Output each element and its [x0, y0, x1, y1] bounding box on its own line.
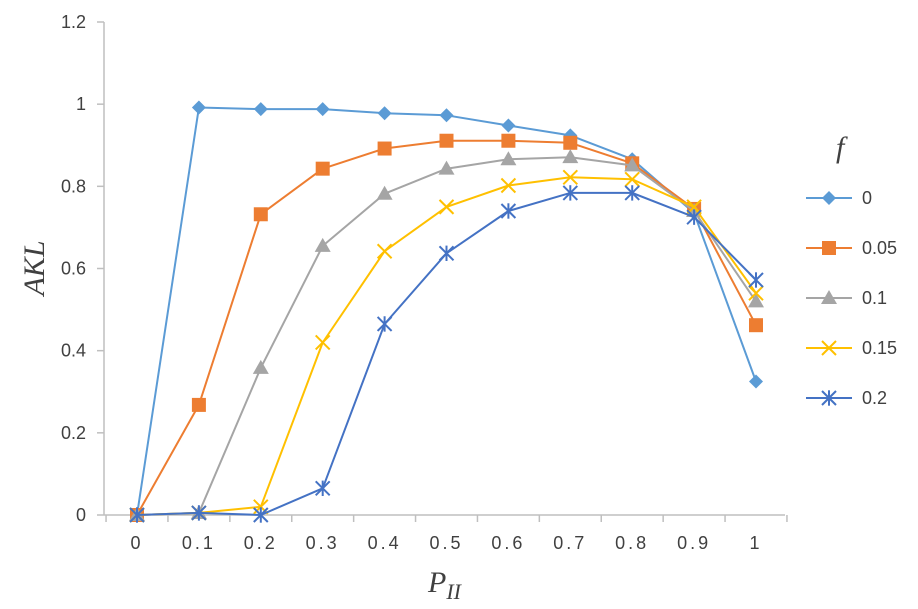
- data-point: [253, 102, 268, 117]
- data-point: [563, 135, 578, 150]
- series-line: [136, 191, 757, 516]
- data-point: [314, 480, 331, 497]
- y-tick-label: 0.2: [61, 423, 86, 443]
- x-tick-label: 0.7: [553, 533, 587, 553]
- data-point: [191, 397, 206, 412]
- data-point: [624, 171, 640, 188]
- legend-marker: [822, 241, 836, 255]
- data-point: [749, 374, 763, 389]
- data-point: [500, 151, 517, 166]
- data-point: [191, 505, 207, 521]
- x-tick-label: 1: [749, 533, 762, 553]
- data-point: [439, 108, 454, 123]
- y-axis-ticks: 0 0.2 0.4 0.6 0.8 1 1.2: [61, 12, 104, 525]
- data-point: [438, 199, 455, 215]
- data-point: [377, 141, 392, 156]
- legend-marker: [822, 191, 836, 205]
- data-point: [749, 318, 763, 333]
- x-axis-title-main: P: [427, 566, 446, 599]
- x-tick-label: 0.8: [615, 533, 649, 553]
- series-0.1: [129, 149, 764, 521]
- data-point: [500, 203, 517, 219]
- data-point: [438, 245, 455, 262]
- x-tick-label: 0.4: [368, 533, 402, 553]
- data-point: [253, 507, 269, 523]
- legend-title: f: [836, 131, 848, 164]
- data-point: [315, 161, 330, 176]
- data-point: [314, 334, 331, 351]
- series-line: [136, 176, 757, 516]
- data-point: [376, 185, 393, 200]
- legend-marker: [821, 340, 837, 356]
- data-point: [748, 293, 764, 308]
- data-point: [748, 272, 764, 288]
- x-tick-label: 0.9: [677, 533, 711, 553]
- x-tick-label: 0.3: [306, 533, 340, 553]
- legend-label: 0.1: [862, 288, 887, 308]
- data-point: [376, 243, 393, 259]
- y-tick-label: 1: [76, 94, 86, 114]
- plot-area: 0 0.2 0.4 0.6 0.8 1 1.2 0 0.1 0.2 0.3 0.4 0.5 0.6 0.7…: [61, 12, 788, 553]
- data-point: [438, 160, 455, 175]
- data-point: [686, 209, 702, 225]
- x-tick-label: 0: [130, 533, 143, 553]
- x-tick-label: 0.6: [491, 533, 525, 553]
- legend-marker: [821, 290, 837, 304]
- data-point: [562, 149, 579, 164]
- legend-label: 0.15: [862, 338, 897, 358]
- data-point: [501, 133, 516, 148]
- legend-label: 0: [862, 188, 872, 208]
- data-point: [376, 316, 393, 332]
- data-point: [562, 169, 579, 186]
- data-point: [501, 118, 516, 133]
- legend-item: 0: [806, 188, 872, 208]
- series-line: [136, 156, 757, 516]
- legend-label: 0.2: [862, 388, 887, 408]
- legend-item: 0.05: [806, 238, 897, 258]
- data-point: [129, 507, 145, 523]
- y-tick-label: 1.2: [61, 12, 86, 32]
- series-0.2: [129, 185, 764, 523]
- legend-items: 0 0.05 0.1 0.15 0.2: [806, 188, 897, 408]
- x-tick-label: 0.5: [429, 533, 463, 553]
- data-point: [562, 185, 579, 201]
- data-point: [314, 237, 331, 252]
- y-axis-title: AKL: [18, 240, 51, 297]
- data-point: [253, 207, 268, 222]
- data-point: [624, 185, 640, 201]
- x-axis-title-subscript: II: [445, 579, 462, 604]
- series-layer: [129, 100, 764, 523]
- y-tick-label: 0: [76, 505, 86, 525]
- series-line: [136, 139, 757, 516]
- data-point: [748, 285, 764, 301]
- x-axis-ticks: 0 0.1 0.2 0.3 0.4 0.5 0.6 0.7 0.8 0.9 1: [105, 515, 788, 553]
- data-point: [252, 359, 269, 374]
- data-point: [377, 106, 392, 121]
- x-axis-title: PII: [427, 566, 463, 604]
- data-point: [439, 133, 454, 148]
- data-point: [191, 100, 206, 115]
- legend-marker: [821, 390, 837, 406]
- data-point: [500, 177, 517, 194]
- legend: f 0 0.05 0.1 0.15 0.2: [806, 131, 897, 408]
- series-0.15: [129, 169, 764, 523]
- data-point: [315, 102, 330, 117]
- x-tick-label: 0.1: [182, 533, 216, 553]
- y-tick-label: 0.4: [61, 341, 86, 361]
- y-tick-label: 0.6: [61, 259, 86, 279]
- legend-label: 0.05: [862, 238, 897, 258]
- data-point: [624, 157, 641, 172]
- legend-item: 0.1: [806, 288, 887, 308]
- legend-item: 0.15: [806, 338, 897, 358]
- y-tick-label: 0.8: [61, 176, 86, 196]
- legend-item: 0.2: [806, 388, 887, 408]
- x-tick-label: 0.2: [244, 533, 278, 553]
